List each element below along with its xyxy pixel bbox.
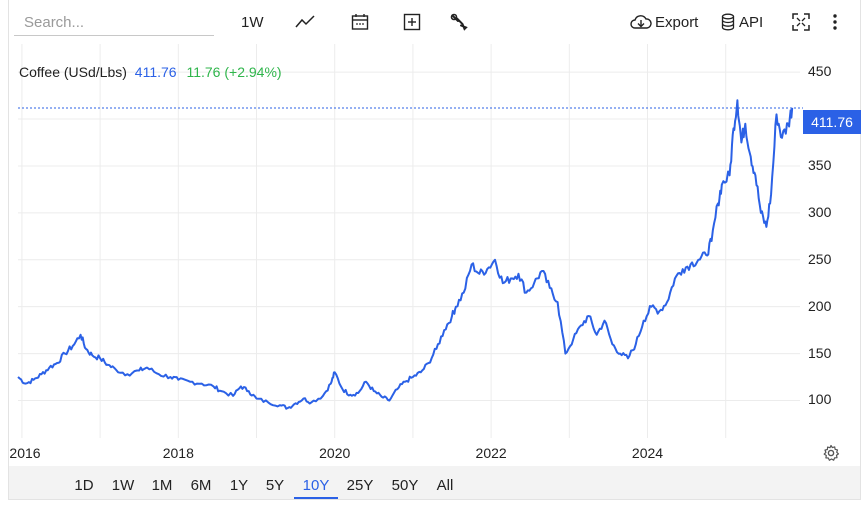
calendar-icon[interactable] [351,8,369,36]
range-button-1w[interactable]: 1W [111,477,135,494]
x-tick-label: 2016 [9,445,41,461]
series-layer [17,99,803,410]
add-indicator-icon[interactable] [403,8,421,36]
range-button-1y[interactable]: 1Y [229,477,249,494]
api-label: API [739,13,764,31]
range-button-1d[interactable]: 1D [74,477,94,494]
range-button-5y[interactable]: 5Y [265,477,285,494]
export-button[interactable]: Export [630,8,698,36]
range-button-10y[interactable]: 10Y [302,477,330,494]
x-tick-label: 2024 [631,445,664,461]
toolbar: 1W Export API [0,0,864,44]
range-button-25y[interactable]: 25Y [346,477,374,494]
range-button-6m[interactable]: 6M [190,477,212,494]
wrench-icon[interactable] [450,8,468,36]
y-tick-label: 100 [808,391,832,408]
export-label: Export [655,13,699,31]
api-button[interactable]: API [721,8,763,36]
more-vert-icon[interactable] [832,8,838,36]
chart-frame [8,0,861,500]
y-tick-label: 300 [808,203,832,220]
legend-change: 11.76 (+2.94%) [186,64,282,80]
x-tick-label: 2018 [162,445,194,461]
y-tick-label: 350 [808,156,832,173]
last-price-tag: 411.76 [803,110,861,134]
interval-button[interactable]: 1W [241,8,264,36]
line-chart-icon[interactable] [295,8,315,36]
range-button-50y[interactable]: 50Y [391,477,419,494]
range-selector-bar [9,466,860,499]
range-button-all[interactable]: All [436,477,454,494]
price-chart [17,44,803,438]
series-line-coffee [17,99,794,410]
x-tick-label: 2020 [319,445,351,461]
database-icon [721,13,735,31]
interval-label: 1W [241,13,264,31]
chart-legend: Coffee (USd/Lbs) 411.76 11.76 (+2.94%) [19,64,282,80]
active-range-underline [294,497,338,499]
legend-series-name: Coffee (USd/Lbs) [19,64,127,80]
range-button-1m[interactable]: 1M [151,477,173,494]
y-tick-label: 200 [808,297,832,314]
y-tick-label: 450 [808,63,832,80]
cloud-download-icon [630,15,652,29]
fullscreen-icon[interactable] [792,8,810,36]
search-input[interactable] [14,10,214,36]
grid [18,44,800,438]
x-tick-label: 2022 [475,445,507,461]
y-tick-label: 150 [808,344,832,361]
y-tick-label: 250 [808,250,832,267]
gear-icon[interactable] [822,444,840,467]
legend-price: 411.76 [134,64,177,80]
